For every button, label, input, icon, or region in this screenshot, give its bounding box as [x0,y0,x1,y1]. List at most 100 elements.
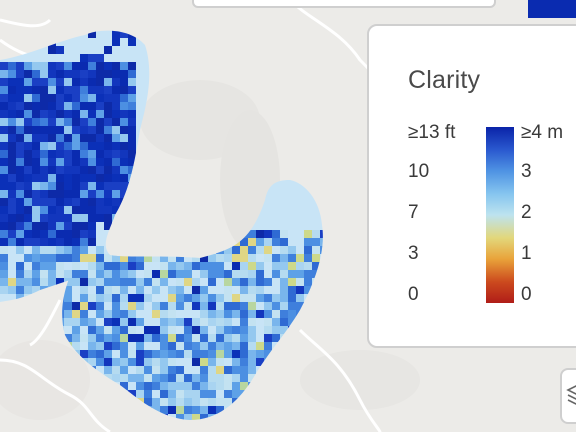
clarity-pixel [120,214,128,222]
clarity-pixel [24,94,32,102]
clarity-pixel [296,286,304,294]
clarity-pixel [192,238,200,246]
clarity-pixel [80,350,88,358]
clarity-pixel [216,302,224,310]
clarity-pixel [320,302,323,310]
clarity-pixel [256,342,264,350]
clarity-pixel [48,30,56,38]
clarity-pixel [24,78,32,86]
clarity-pixel [0,214,8,222]
clarity-pixel [232,262,240,270]
legend-ft-label: 0 [408,284,419,305]
clarity-pixel [256,230,264,238]
clarity-pixel [0,206,8,214]
clarity-pixel [232,342,240,350]
clarity-pixel [280,342,288,350]
clarity-pixel [16,62,24,70]
clarity-pixel [312,238,320,246]
clarity-pixel [160,374,168,382]
clarity-pixel [208,414,216,421]
clarity-pixel [200,318,208,326]
clarity-pixel [288,326,296,334]
clarity-pixel [72,214,80,222]
clarity-pixel [184,342,192,350]
clarity-pixel [184,334,192,342]
clarity-pixel [112,214,120,222]
clarity-pixel [232,302,240,310]
clarity-pixel [56,310,64,318]
road-network [0,0,382,432]
clarity-pixel [96,94,104,102]
clarity-pixel [56,134,64,142]
clarity-pixel [112,62,120,70]
clarity-pixel [264,246,272,254]
clarity-pixel [80,78,88,86]
clarity-pixel [208,278,216,286]
clarity-pixel [144,334,152,342]
clarity-pixel [240,366,248,374]
clarity-pixel [0,310,8,318]
clarity-pixel [104,86,112,94]
clarity-pixel [0,30,8,38]
clarity-pixel [216,262,224,270]
clarity-pixel [96,390,104,398]
clarity-pixel [72,78,80,86]
clarity-pixel [120,134,128,142]
clarity-pixel [56,262,64,270]
clarity-pixel [88,86,96,94]
clarity-pixel [0,150,8,158]
clarity-pixel [120,374,128,382]
clarity-pixel [128,206,136,214]
clarity-pixel [48,62,56,70]
clarity-pixel [40,206,48,214]
clarity-pixel [16,246,24,254]
clarity-pixel [136,262,144,270]
clarity-pixel [272,406,280,414]
clarity-pixel [64,174,72,182]
clarity-pixel [120,126,128,134]
clarity-pixel [280,310,288,318]
clarity-pixel [312,350,320,358]
clarity-pixel [72,270,80,278]
clarity-pixel [168,262,176,270]
clarity-pixel [56,62,64,70]
clarity-pixel [40,70,48,78]
clarity-pixel [240,350,248,358]
clarity-pixel [104,214,112,222]
clarity-pixel [8,198,16,206]
clarity-pixel [24,270,32,278]
clarity-pixel [328,310,336,318]
clarity-pixel [56,318,64,326]
clarity-pixel [304,302,312,310]
clarity-pixel [128,254,136,262]
clarity-pixel [224,414,232,421]
layers-button[interactable] [560,368,576,424]
clarity-pixel [16,286,24,294]
clarity-pixel [8,94,16,102]
clarity-pixel [112,166,120,174]
clarity-pixel [32,102,40,110]
clarity-pixel [16,206,24,214]
clarity-pixel [80,118,88,126]
clarity-pixel [80,286,88,294]
clarity-pixel [88,222,96,230]
clarity-pixel [96,134,104,142]
clarity-pixel [80,86,88,94]
clarity-pixel [136,254,144,262]
clarity-pixel [328,414,336,422]
clarity-pixel [88,238,96,246]
clarity-pixel [264,278,272,286]
clarity-pixel [112,390,120,398]
clarity-pixel [120,246,128,254]
clarity-pixel [72,222,80,230]
clarity-pixel [88,78,96,86]
clarity-pixel [88,182,96,190]
clarity-pixel [104,102,112,110]
clarity-pixel [0,262,8,270]
clarity-pixel [304,230,312,238]
clarity-pixel [8,182,16,190]
clarity-pixel [312,286,320,294]
clarity-pixel [32,182,40,190]
clarity-pixel [160,326,168,334]
